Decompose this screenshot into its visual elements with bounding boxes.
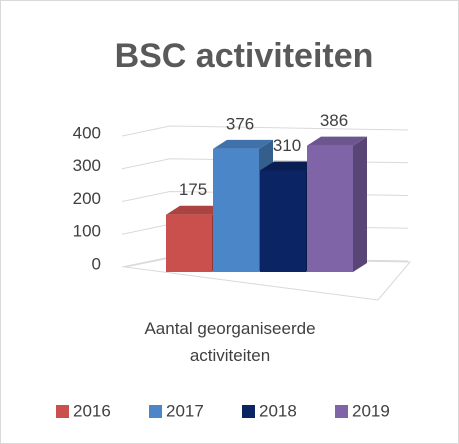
y-tick-label: 300 [73, 156, 101, 175]
legend-swatch [149, 405, 162, 418]
bar-front [260, 170, 306, 272]
grid-line [121, 125, 409, 137]
bar-front [166, 214, 212, 272]
legend-swatch [335, 405, 348, 418]
bar-top [166, 205, 226, 215]
bar-top [213, 139, 273, 149]
bar-front [213, 148, 259, 272]
bar-top [260, 161, 320, 171]
y-tick-label: 200 [73, 189, 101, 208]
floor [124, 257, 412, 301]
legend-swatch [242, 405, 255, 418]
legend-label: 2017 [166, 401, 204, 420]
legend-label: 2016 [73, 401, 111, 420]
data-label: 175 [179, 180, 207, 199]
data-label: 386 [320, 111, 348, 130]
chart-title: BSC activiteiten [115, 37, 374, 75]
legend-label: 2019 [352, 401, 390, 420]
data-label: 376 [226, 114, 254, 133]
bar-front [307, 145, 353, 272]
legend-label: 2018 [259, 401, 297, 420]
y-tick-label: 400 [73, 123, 101, 142]
bar-top [307, 136, 367, 146]
y-tick-label: 100 [73, 222, 101, 241]
legend-swatch [56, 405, 69, 418]
category-label: Aantal georganiseerde activiteiten [144, 319, 316, 365]
y-tick-label: 0 [92, 254, 101, 273]
data-label: 310 [273, 136, 301, 155]
bar-side [353, 136, 367, 272]
bar [307, 136, 367, 272]
